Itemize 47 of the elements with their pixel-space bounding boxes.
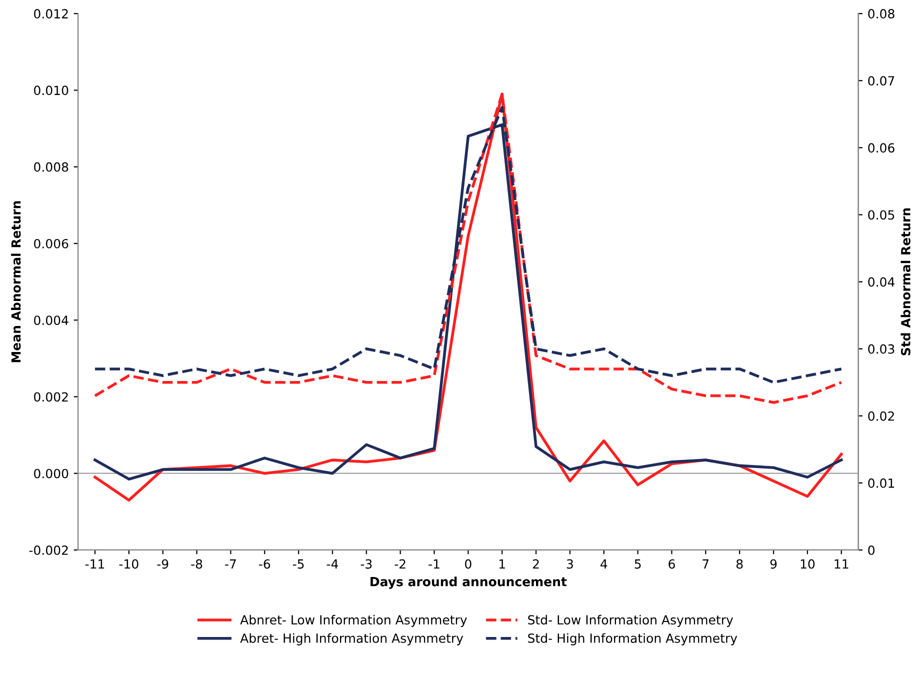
x-tick-label: 9 [770,559,777,569]
y2-tick-label: 0 [868,545,874,555]
x-axis-title: Days around announcement [370,576,567,589]
x-tick-label: -5 [292,559,304,569]
x-tick-label: 8 [736,559,743,569]
x-tick-label: -9 [157,559,168,569]
x-tick-label: 2 [532,559,539,569]
y-tick-label: 0.010 [34,86,68,96]
y2-tick-label: 0.04 [868,277,894,287]
x-tick-label: -4 [326,559,338,569]
x-tick-label: -11 [85,559,104,569]
legend-label: Std- Low Information Asymmetry [528,614,734,627]
x-tick-label: 7 [702,559,709,569]
y-tick-label: 0.002 [34,392,68,402]
y-tick-label: 0.004 [34,316,68,326]
x-tick-label: -3 [360,559,372,569]
y-tick-label: 0.008 [34,162,68,172]
x-tick-label: 4 [600,559,608,569]
y2-tick-label: 0.07 [868,76,894,86]
y-tick-label: 0.000 [34,468,68,478]
x-tick-label: -2 [394,559,406,569]
x-tick-label: -6 [259,559,270,569]
y2-tick-label: 0.02 [868,411,894,421]
x-tick-label: -10 [119,559,138,569]
x-tick-label: -8 [191,559,202,569]
x-tick-label: 6 [668,559,675,569]
y2-tick-label: 0.06 [868,143,894,153]
x-tick-label: -7 [225,559,236,569]
y2-tick-label: 0.03 [868,344,894,354]
y2-tick-label: 0.08 [868,9,894,19]
y-tick-label: 0.012 [34,9,68,19]
x-tick-label: 5 [634,559,641,569]
x-tick-label: 11 [834,559,848,569]
y2-tick-label: 0.05 [868,210,894,220]
x-tick-label: -1 [428,559,440,569]
y2-tick-label: 0.01 [868,478,894,488]
x-tick-label: 3 [566,559,573,569]
y-tick-label: 0.006 [34,238,68,248]
legend-label: Std- High Information Asymmetry [528,633,738,646]
legend-label: Abret- High Information Asymmetry [240,633,464,646]
x-tick-label: 1 [500,559,505,569]
y-axis-title: Mean Abnormal Return [11,201,21,362]
x-tick-label: 0 [465,559,472,569]
x-tick-label: 10 [800,559,815,569]
legend-label: Abnret- Low Information Asymmetry [240,614,467,627]
y2-axis-title: Std Abnormal Return [900,208,910,356]
y-tick-label: -0.002 [29,545,68,555]
